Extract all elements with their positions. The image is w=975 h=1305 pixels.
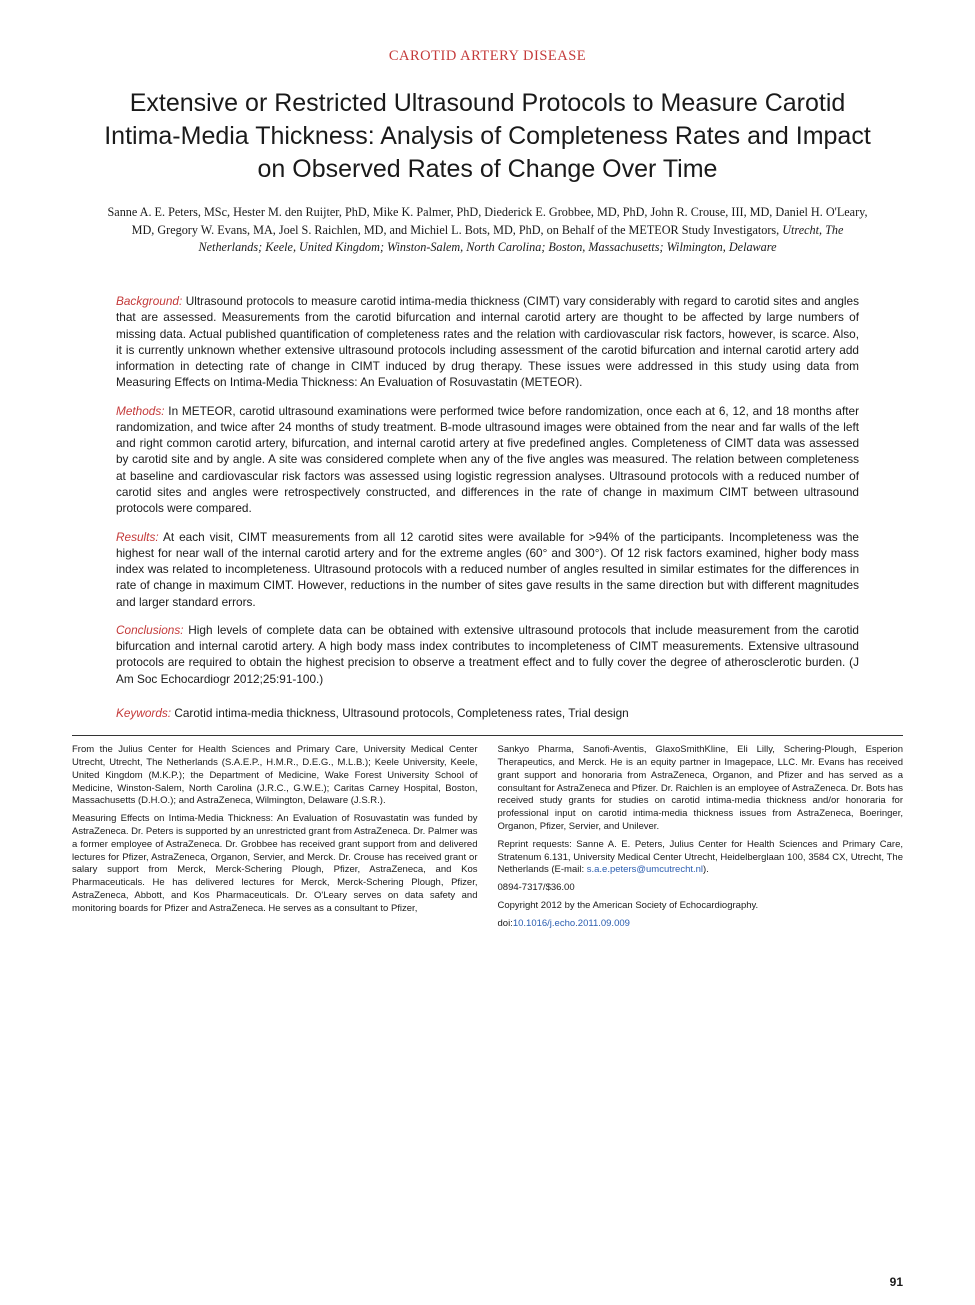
conclusions-text: High levels of complete data can be obta… <box>116 623 859 686</box>
footer-columns: From the Julius Center for Health Scienc… <box>72 744 903 936</box>
reprint-requests: Reprint requests: Sanne A. E. Peters, Ju… <box>498 839 904 877</box>
footer-right-column: Sankyo Pharma, Sanofi-Aventis, GlaxoSmit… <box>498 744 904 936</box>
keywords-text: Carotid intima-media thickness, Ultrasou… <box>171 706 629 720</box>
article-title: Extensive or Restricted Ultrasound Proto… <box>92 87 883 186</box>
doi-prefix: doi: <box>498 918 513 929</box>
abstract-block: Background: Ultrasound protocols to meas… <box>116 293 859 687</box>
methods-text: In METEOR, carotid ultrasound examinatio… <box>116 404 859 516</box>
footer-left-column: From the Julius Center for Health Scienc… <box>72 744 478 936</box>
background-label: Background: <box>116 294 182 308</box>
reprint-text-post: ). <box>703 864 709 875</box>
authors-block: Sanne A. E. Peters, MSc, Hester M. den R… <box>102 204 873 257</box>
page-number: 91 <box>890 1275 903 1289</box>
disclosures-continued: Sankyo Pharma, Sanofi-Aventis, GlaxoSmit… <box>498 744 904 834</box>
horizontal-divider <box>72 735 903 736</box>
conclusions-label: Conclusions: <box>116 623 184 637</box>
keywords-label: Keywords: <box>116 706 171 720</box>
results-label: Results: <box>116 530 159 544</box>
methods-label: Methods: <box>116 404 165 418</box>
copyright-line: Copyright 2012 by the American Society o… <box>498 900 904 913</box>
affiliations-detail: From the Julius Center for Health Scienc… <box>72 744 478 808</box>
abstract-background: Background: Ultrasound protocols to meas… <box>116 293 859 391</box>
background-text: Ultrasound protocols to measure carotid … <box>116 294 859 389</box>
doi-line: doi:10.1016/j.echo.2011.09.009 <box>498 918 904 931</box>
abstract-conclusions: Conclusions: High levels of complete dat… <box>116 622 859 687</box>
abstract-methods: Methods: In METEOR, carotid ultrasound e… <box>116 403 859 517</box>
authors-list: Sanne A. E. Peters, MSc, Hester M. den R… <box>108 205 868 237</box>
abstract-results: Results: At each visit, CIMT measurement… <box>116 529 859 610</box>
keywords-line: Keywords: Carotid intima-media thickness… <box>116 705 859 721</box>
section-header: CAROTID ARTERY DISEASE <box>72 48 903 65</box>
doi-link[interactable]: 10.1016/j.echo.2011.09.009 <box>513 918 630 929</box>
contact-email-link[interactable]: s.a.e.peters@umcutrecht.nl <box>587 864 703 875</box>
issn-price: 0894-7317/$36.00 <box>498 882 904 895</box>
funding-disclosures: Measuring Effects on Intima-Media Thickn… <box>72 813 478 916</box>
results-text: At each visit, CIMT measurements from al… <box>116 530 859 609</box>
